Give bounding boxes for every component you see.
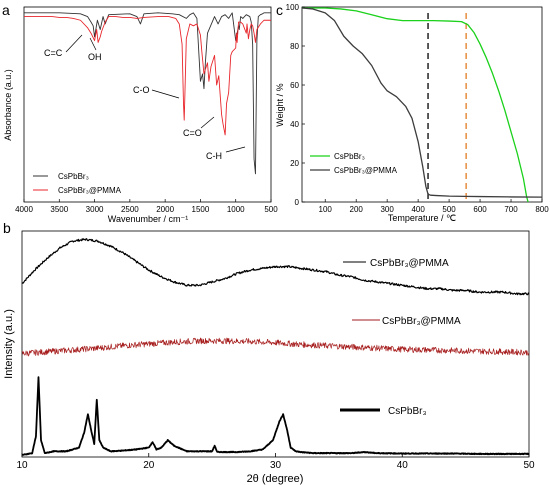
ftir-x-tick-label: 2500: [121, 205, 139, 214]
xrd-series-line: [21, 376, 530, 456]
tga-series-group: [301, 7, 543, 203]
tga-chart: 100 200 300 400 500 600 700 800 0 20 40 60 80 100 Tem…: [275, 3, 549, 223]
tga-series-line: [301, 7, 543, 198]
tga-y-tick-label: 20: [290, 159, 299, 168]
tga-ticks: 100 200 300 400 500 600 700 800 0 20 40 60 80 100: [286, 3, 550, 214]
tga-legend-pmma: CsPbBr₃@PMMA: [334, 166, 398, 175]
ftir-chart: 4000 3500 3000 2500 2000 1500 1000 500 Wavenumb…: [3, 6, 278, 224]
ftir-annotation-line: [89, 37, 97, 51]
ftir-annotation-line: [225, 146, 246, 153]
tga-x-tick-label: 100: [319, 205, 333, 214]
tga-y-axis-label: Weight / %: [275, 83, 285, 126]
xrd-series-group: [21, 238, 530, 456]
ftir-annotation-line: [200, 116, 215, 129]
ftir-series-group: [24, 12, 271, 175]
panel-label-a: a: [2, 2, 10, 18]
panel-label-b: b: [3, 220, 11, 236]
xrd-series-line: [21, 238, 530, 296]
tga-series-line: [302, 7, 529, 203]
ftir-plot-frame: [23, 6, 272, 203]
ftir-series-line: [24, 16, 271, 136]
xrd-x-ticks: 10 20 30 40 50: [16, 453, 535, 471]
ftir-annotation-c-h: C-H: [206, 151, 222, 161]
tga-x-tick-label: 500: [442, 205, 456, 214]
xrd-series-line: [21, 337, 530, 357]
tga-x-tick-label: 300: [380, 205, 394, 214]
tga-x-tick-label: 700: [504, 205, 518, 214]
xrd-x-tick-label: 30: [270, 460, 282, 471]
ftir-x-tick-label: 3000: [86, 205, 104, 214]
ftir-annotation-line: [65, 34, 83, 53]
ftir-x-axis-label: Wavenumber / cm⁻¹: [108, 214, 188, 224]
ftir-annotation-c-o: C-O: [133, 85, 150, 95]
ftir-x-tick-label: 1000: [227, 205, 245, 214]
tga-x-tick-label: 400: [411, 205, 425, 214]
ftir-x-ticks: 4000 3500 3000 2500 2000 1500 1000 500: [15, 199, 278, 214]
ftir-legend-cspbbr3: CsPbBr₃: [58, 172, 89, 181]
xrd-y-axis-label: Intensity (a.u.): [3, 309, 15, 379]
ftir-x-tick-label: 2000: [156, 205, 174, 214]
xrd-x-tick-label: 10: [16, 460, 28, 471]
xrd-label-cspbbr3: CsPbBr₃: [388, 406, 427, 417]
ftir-x-tick-label: 500: [264, 205, 278, 214]
ftir-annotation-c=o: C=O: [183, 128, 202, 138]
ftir-y-axis-label: Absorbance (a.u.): [3, 69, 13, 141]
tga-x-axis-label: Temperature / ℃: [388, 213, 456, 223]
ftir-annotation-c=c: C=C: [44, 48, 63, 58]
ftir-x-tick-label: 1500: [192, 205, 210, 214]
tga-y-tick-label: 100: [286, 3, 300, 12]
tga-x-tick-label: 600: [473, 205, 487, 214]
tga-y-tick-label: 80: [290, 42, 299, 51]
tga-y-tick-label: 40: [290, 120, 299, 129]
panel-label-c: c: [276, 2, 283, 18]
ftir-series-line: [24, 12, 271, 175]
ftir-annotation-line: [151, 89, 180, 99]
xrd-x-tick-label: 20: [143, 460, 155, 471]
xrd-chart: 10 20 30 40 50 2θ (degree) Intensity (a.u.) …: [3, 230, 535, 485]
xrd-label-pmma-red: CsPbBr₃@PMMA: [382, 316, 461, 327]
ftir-legend-pmma: CsPbBr₃@PMMA: [58, 186, 122, 195]
ftir-x-tick-label: 4000: [15, 205, 33, 214]
tga-y-tick-label: 0: [295, 198, 300, 207]
ftir-x-tick-label: 3500: [50, 205, 68, 214]
xrd-x-tick-label: 40: [397, 460, 409, 471]
xrd-x-axis-label: 2θ (degree): [247, 473, 304, 485]
xrd-label-pmma-black: CsPbBr₃@PMMA: [370, 258, 449, 269]
tga-y-tick-label: 60: [290, 81, 299, 90]
tga-x-tick-label: 800: [535, 205, 549, 214]
tga-x-tick-label: 200: [350, 205, 364, 214]
xrd-x-tick-label: 50: [523, 460, 535, 471]
ftir-annotation-oh: OH: [88, 52, 102, 62]
tga-legend-cspbbr3: CsPbBr₃: [334, 152, 365, 161]
tga-plot-frame: [301, 6, 543, 203]
